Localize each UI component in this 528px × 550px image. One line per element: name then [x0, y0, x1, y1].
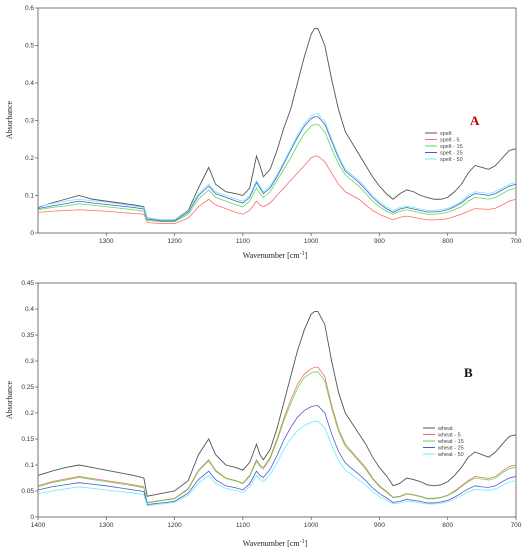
chart-b-ytick-label: 0.05 [21, 488, 34, 495]
chart-a-xtick-label: 800 [442, 238, 453, 245]
chart-b-ytick-label: 0.15 [21, 436, 34, 443]
chart-a-series-line [37, 155, 517, 225]
chart-b-xtick-label: 1200 [167, 522, 182, 529]
chart-b-xtick-label: 900 [374, 522, 385, 529]
chart-a-ytick-label: 0 [30, 230, 34, 237]
chart-b-legend-entry: wheat - 15 [437, 439, 464, 445]
chart-a-series-line [37, 123, 517, 223]
chart-b-xtick-label: 700 [511, 522, 522, 529]
chart-a-legend-entry: spelt - 50 [440, 157, 463, 163]
chart-a-ytick-label: 0.4 [25, 80, 34, 87]
chart-b-ytick-label: 0.1 [25, 462, 34, 469]
chart-b-ytick-label: 0.35 [21, 332, 34, 339]
chart-b-legend-entry: wheat - 5 [437, 433, 461, 439]
chart-b-series-line [37, 366, 517, 503]
chart-b-plot-area: 0 0.05 0.1 0.15 0.2 0.25 0.3 0.35 0.4 0.45 1400 130… [21, 280, 521, 529]
chart-b: 0 0.05 0.1 0.15 0.2 0.25 0.3 0.35 0.4 0.45 1400 130… [5, 280, 522, 548]
chart-a-xtick-label: 700 [511, 238, 522, 245]
chart-a-plot-area: 0 0.1 0.2 0.3 0.4 0.5 0.6 1300 1200 1100 1000 900 80… [25, 5, 522, 245]
chart-b-ytick-label: 0 [30, 514, 34, 521]
chart-b-ytick-label: 0.2 [25, 410, 34, 417]
chart-b-panel-letter: B [464, 365, 473, 380]
chart-a-xtick-label: 1300 [99, 238, 114, 245]
chart-b-ylabel: Absorbance [5, 380, 14, 419]
chart-b-legend-entry: wheat - 50 [437, 452, 464, 458]
chart-a-xlabel: Wavenumber [cm-1] [243, 251, 308, 260]
chart-a-xtick-label: 1200 [167, 238, 182, 245]
chart-a-ytick-label: 0.6 [25, 5, 34, 12]
chart-b-xtick-label: 1400 [31, 522, 46, 529]
chart-a-ytick-label: 0.3 [25, 118, 34, 125]
chart-a-ytick-label: 0.1 [25, 193, 34, 200]
chart-a-series-line [37, 113, 517, 221]
chart-b-series-line [37, 420, 517, 506]
chart-a-legend-entry: spelt [440, 131, 452, 137]
chart-b-xlabel: Wavenumber [cm-1] [243, 539, 308, 548]
chart-b-xtick-label: 800 [442, 522, 453, 529]
chart-b-legend-entry: wheat [437, 426, 453, 432]
chart-a-ytick-label: 0.5 [25, 43, 34, 50]
chart-a-legend-entry: spelt - 5 [440, 138, 460, 144]
chart-b-ytick-label: 0.25 [21, 384, 34, 391]
chart-b-ytick-label: 0.4 [25, 306, 34, 313]
chart-b-series-line [37, 311, 517, 497]
chart-a-ytick-label: 0.2 [25, 155, 34, 162]
chart-a-legend-entry: spelt - 25 [440, 151, 463, 157]
chart-a-ylabel: Absorbance [5, 100, 14, 139]
chart-a: 0 0.1 0.2 0.3 0.4 0.5 0.6 1300 1200 1100 1000 900 80… [5, 5, 522, 260]
chart-b-xtick-label: 1000 [304, 522, 319, 529]
chart-a-panel-letter: A [470, 113, 480, 128]
chart-b-ytick-label: 0.45 [21, 280, 34, 287]
chart-b-legend-entry: wheat - 25 [437, 446, 464, 452]
chart-a-xtick-label: 900 [374, 238, 385, 245]
chart-a-xtick-label: 1100 [236, 238, 250, 245]
chart-b-series-line [37, 371, 517, 504]
chart-b-xtick-label: 1100 [236, 522, 250, 529]
chart-b-xtick-label: 1300 [99, 522, 114, 529]
chart-b-ytick-label: 0.3 [25, 358, 34, 365]
chart-a-legend-entry: spelt - 15 [440, 144, 463, 150]
chart-a-xtick-label: 1000 [304, 238, 319, 245]
chart-b-series-line [37, 405, 517, 505]
chart-a-series-line [37, 116, 517, 222]
chart-b-frame [37, 282, 517, 518]
